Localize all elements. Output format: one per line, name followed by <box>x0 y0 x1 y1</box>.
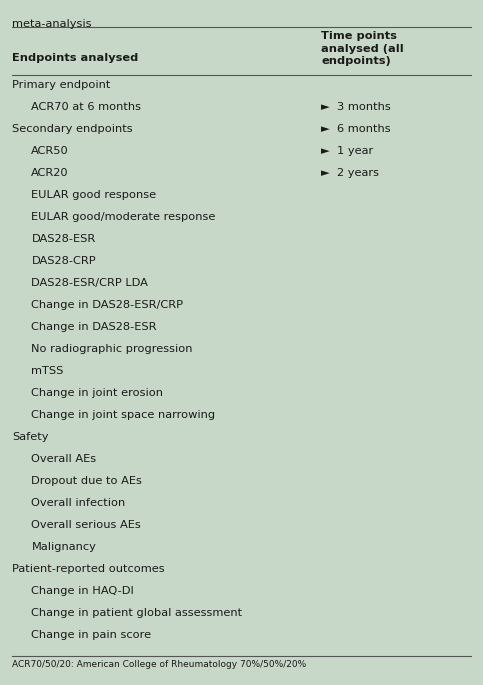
Text: Time points
analysed (all
endpoints): Time points analysed (all endpoints) <box>321 31 404 66</box>
Text: Primary endpoint: Primary endpoint <box>12 80 111 90</box>
Text: Dropout due to AEs: Dropout due to AEs <box>31 476 142 486</box>
Text: Overall AEs: Overall AEs <box>31 454 97 464</box>
Text: meta-analysis: meta-analysis <box>12 19 92 29</box>
Text: No radiographic progression: No radiographic progression <box>31 344 193 354</box>
Text: Change in DAS28-ESR: Change in DAS28-ESR <box>31 322 157 332</box>
Text: ACR50: ACR50 <box>31 146 69 156</box>
Text: ACR70 at 6 months: ACR70 at 6 months <box>31 102 142 112</box>
Text: Overall infection: Overall infection <box>31 498 126 508</box>
Text: Change in joint space narrowing: Change in joint space narrowing <box>31 410 215 420</box>
Text: DAS28-ESR/CRP LDA: DAS28-ESR/CRP LDA <box>31 278 148 288</box>
Text: DAS28-ESR: DAS28-ESR <box>31 234 96 244</box>
Text: EULAR good response: EULAR good response <box>31 190 156 200</box>
Text: ►  1 year: ► 1 year <box>321 146 373 156</box>
Text: Change in DAS28-ESR/CRP: Change in DAS28-ESR/CRP <box>31 300 184 310</box>
Text: ►  3 months: ► 3 months <box>321 102 391 112</box>
Text: ACR20: ACR20 <box>31 168 69 178</box>
Text: Change in pain score: Change in pain score <box>31 630 152 640</box>
Text: ACR70/50/20: American College of Rheumatology 70%/50%/20%: ACR70/50/20: American College of Rheumat… <box>12 660 306 669</box>
Text: ►  2 years: ► 2 years <box>321 168 379 178</box>
Text: Secondary endpoints: Secondary endpoints <box>12 124 133 134</box>
Text: ►  6 months: ► 6 months <box>321 124 391 134</box>
Text: DAS28-CRP: DAS28-CRP <box>31 256 96 266</box>
Text: Change in patient global assessment: Change in patient global assessment <box>31 608 242 618</box>
Text: Change in joint erosion: Change in joint erosion <box>31 388 163 398</box>
Text: EULAR good/moderate response: EULAR good/moderate response <box>31 212 216 222</box>
Text: Overall serious AEs: Overall serious AEs <box>31 520 141 530</box>
Text: Safety: Safety <box>12 432 49 442</box>
Text: Patient-reported outcomes: Patient-reported outcomes <box>12 564 165 574</box>
Text: Malignancy: Malignancy <box>31 542 96 552</box>
Text: Endpoints analysed: Endpoints analysed <box>12 53 138 64</box>
Text: mTSS: mTSS <box>31 366 64 376</box>
Text: Change in HAQ-DI: Change in HAQ-DI <box>31 586 134 596</box>
